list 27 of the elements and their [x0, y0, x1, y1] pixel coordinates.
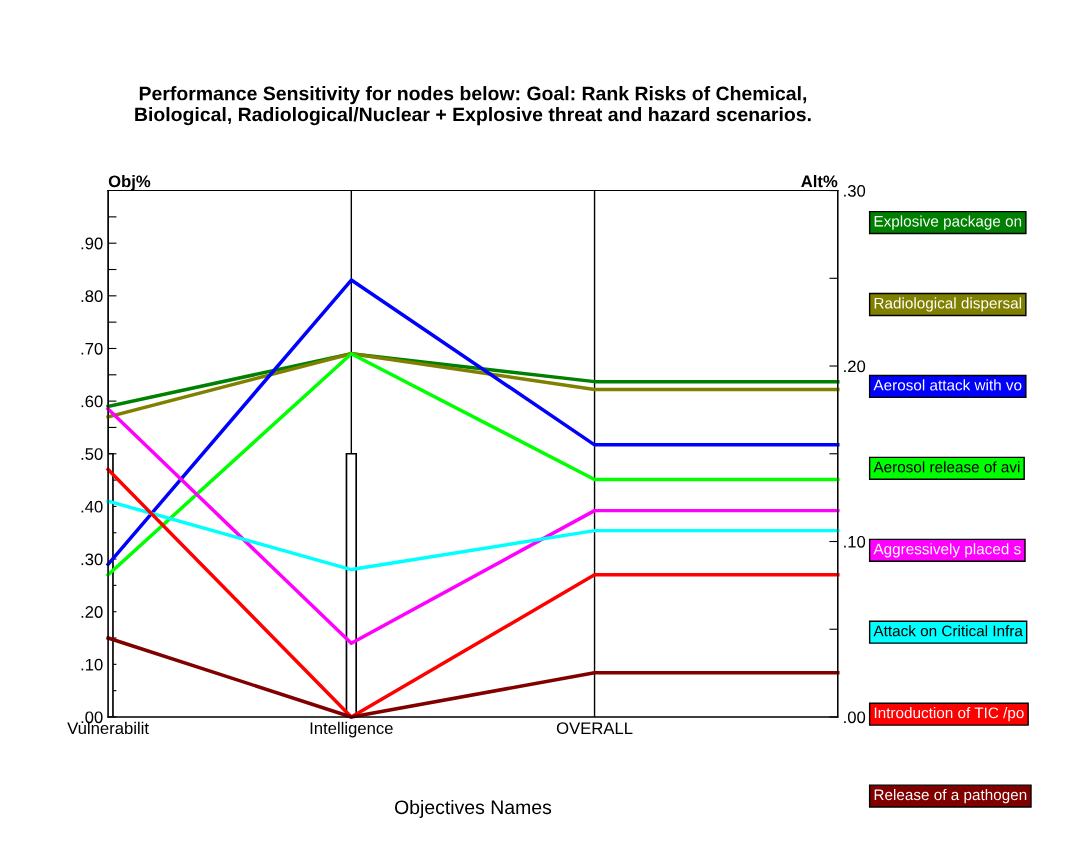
x-tick-label: OVERALL [556, 722, 633, 735]
y2-axis-title: Alt% [801, 175, 838, 188]
y-tick-label: .30 [81, 553, 103, 566]
y2-tick-label: .00 [844, 711, 866, 724]
y-tick-label: .70 [81, 342, 103, 355]
y2-tick-label: .20 [844, 360, 866, 373]
y-tick-label: .90 [81, 237, 103, 250]
y-axis-title: Obj% [108, 175, 151, 191]
text: Radiological dispersal [874, 297, 1022, 312]
y-tick-label: .50 [81, 448, 103, 460]
text: Aerosol attack with vo [873, 379, 1022, 391]
y-tick-label: .80 [81, 290, 103, 303]
y2-tick-label: .10 [844, 535, 866, 548]
text: Aerosol release of avi [873, 461, 1020, 473]
y-tick-label: .40 [81, 500, 103, 513]
text: Explosive package on [874, 215, 1022, 230]
x-tick-label: Intelligence [310, 721, 393, 738]
text: Introduction of TIC /po [874, 707, 1024, 722]
y-tick-label: .20 [81, 606, 103, 618]
text: Aggressively placed s [873, 543, 1021, 558]
y-tick-label: .60 [81, 395, 103, 408]
text: Release of a pathogen [874, 788, 1027, 804]
text: Attack on Critical Infra [873, 625, 1023, 637]
chart-title: Performance Sensitivity for nodes below: Goal: Rank Risks of Chemical, Biological, Radiological/Nuclear + Explosive threat and hazard scenarios. [135, 86, 811, 126]
y2-tick-label: .30 [844, 184, 866, 197]
x-axis-title: Objectives Names [394, 799, 552, 819]
y-tick-label: .10 [81, 658, 103, 671]
